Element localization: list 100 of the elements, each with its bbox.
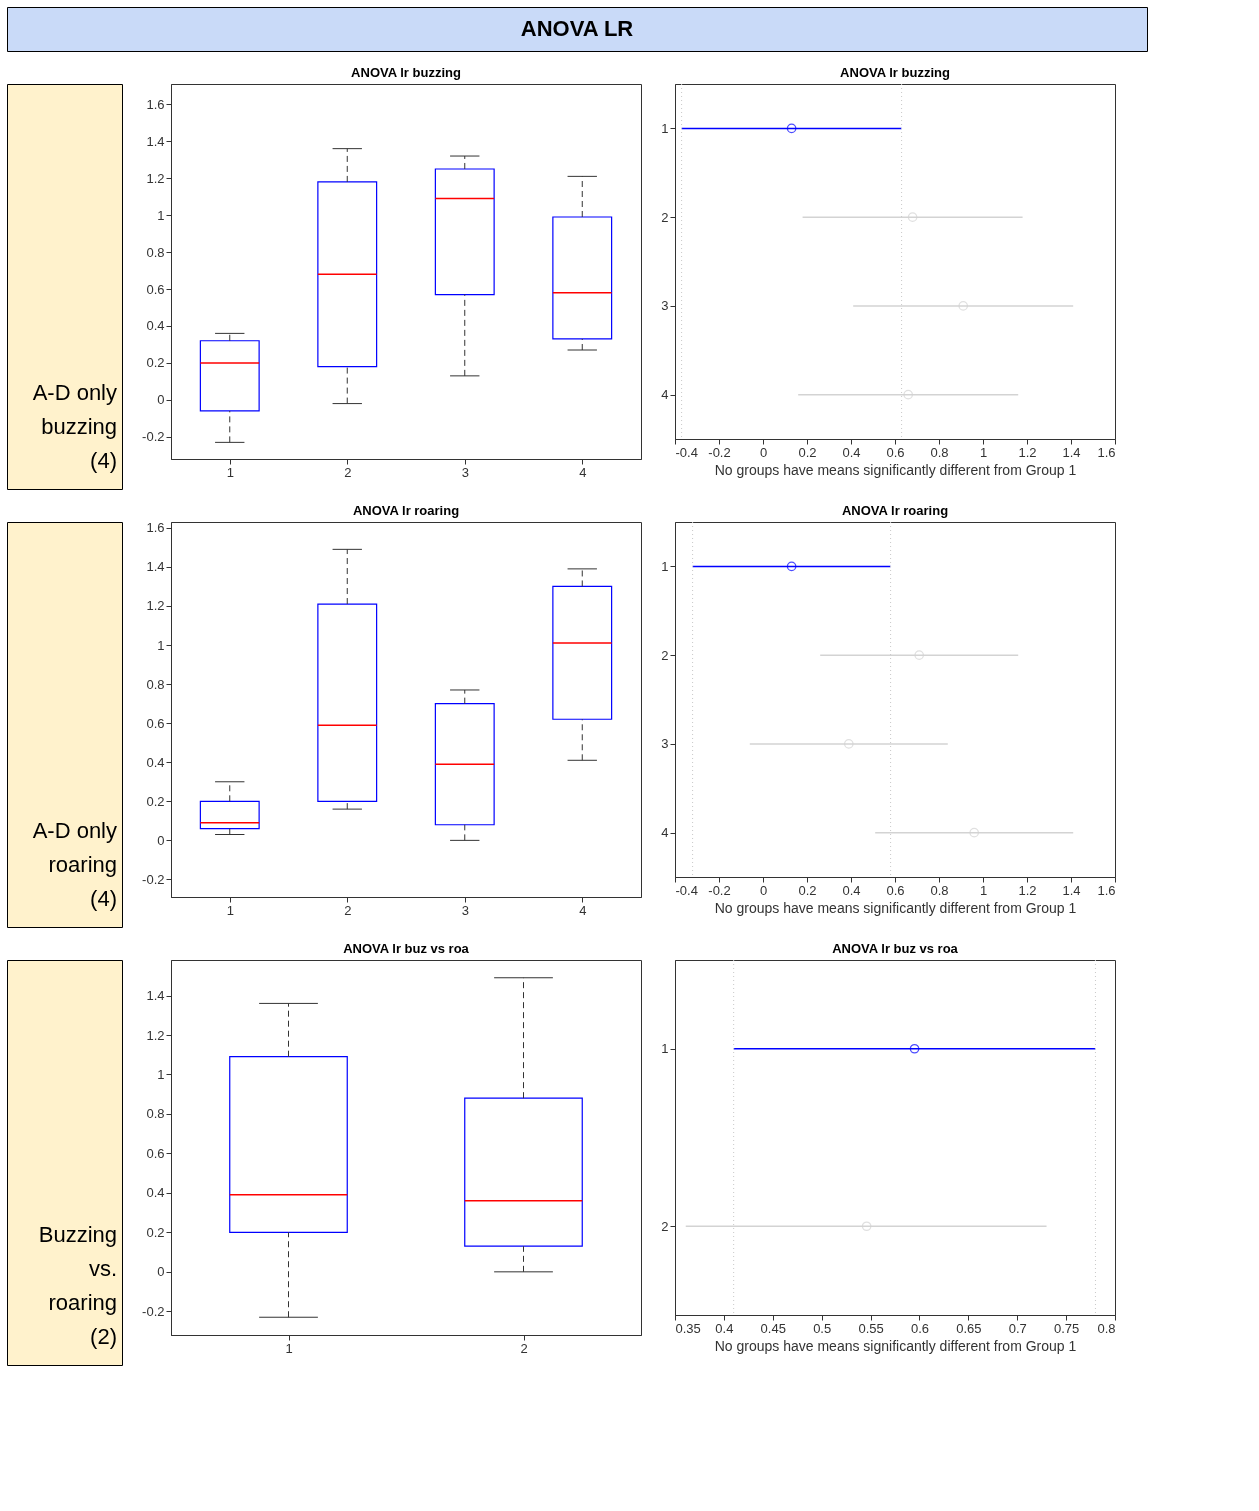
y-tick-label: 1.4 bbox=[146, 988, 165, 1004]
x-tick-label: 1 bbox=[226, 902, 234, 918]
y-tick-label: 0 bbox=[157, 832, 165, 848]
point bbox=[843, 739, 854, 749]
point bbox=[907, 212, 918, 222]
x-tick-label: 1 bbox=[226, 464, 234, 480]
x-tick-label: 1.2 bbox=[1018, 444, 1037, 460]
x-tick-label: 0.35 bbox=[675, 1320, 701, 1336]
y-tick-label: 1.2 bbox=[146, 170, 165, 186]
point bbox=[969, 827, 980, 838]
y-tick-label: 1 bbox=[157, 637, 165, 653]
y-tick-label: 1.2 bbox=[146, 1027, 165, 1043]
y-tick-label: 0.8 bbox=[146, 1106, 165, 1122]
x-axis-title: No groups have means significantly different from Group 1 bbox=[714, 1337, 1077, 1354]
x-tick-label: 0.2 bbox=[798, 882, 817, 898]
y-tick-label: 3 bbox=[661, 736, 669, 752]
x-tick-label: 1.6 bbox=[1097, 444, 1116, 460]
point bbox=[914, 650, 925, 660]
x-tick-label: 0.8 bbox=[1097, 1320, 1116, 1336]
text: ANOVA LR bbox=[520, 16, 634, 41]
x-tick-label: 0.4 bbox=[715, 1320, 734, 1336]
x-tick-label: 2 bbox=[344, 464, 352, 480]
y-tick-label: -0.2 bbox=[142, 1303, 165, 1319]
text: A-D only buzzing (4) bbox=[32, 380, 117, 473]
chart-title: ANOVA lr buzzing bbox=[840, 64, 950, 80]
x-tick-label: 4 bbox=[579, 464, 587, 480]
text: A-D only roaring (4) bbox=[32, 818, 117, 911]
x-tick-label: 0.55 bbox=[858, 1320, 884, 1336]
y-tick-label: 2 bbox=[661, 209, 669, 225]
x-tick-label: 0.2 bbox=[798, 444, 817, 460]
y-tick-label: 2 bbox=[661, 1218, 669, 1234]
chart-title: ANOVA lr buz vs roa bbox=[343, 941, 470, 956]
y-tick-label: -0.2 bbox=[142, 871, 165, 887]
x-tick-label: 0.4 bbox=[842, 444, 861, 460]
y-tick-label: 0 bbox=[157, 1264, 165, 1280]
point bbox=[786, 561, 797, 572]
x-tick-label: 4 bbox=[579, 902, 587, 918]
x-tick-label: 0.5 bbox=[813, 1320, 832, 1336]
y-tick-label: 0.6 bbox=[146, 281, 165, 297]
x-tick-label: 1.4 bbox=[1062, 444, 1081, 460]
x-tick-label: -0.4 bbox=[675, 882, 698, 898]
y-tick-label: 0.4 bbox=[146, 318, 165, 334]
x-tick-label: 3 bbox=[461, 464, 469, 480]
y-tick-label: 0.6 bbox=[146, 1145, 165, 1161]
y-tick-label: -0.2 bbox=[142, 429, 165, 445]
x-tick-label: 0 bbox=[759, 444, 768, 460]
x-tick-label: 0.6 bbox=[910, 1320, 929, 1336]
y-tick-label: 0.8 bbox=[146, 676, 165, 692]
x-tick-label: 0.45 bbox=[760, 1320, 786, 1336]
y-tick-label: 0.2 bbox=[146, 1224, 165, 1240]
x-tick-label: 0.6 bbox=[886, 444, 905, 460]
y-tick-label: 4 bbox=[661, 387, 669, 403]
y-tick-label: 0 bbox=[157, 392, 165, 408]
y-tick-label: 4 bbox=[661, 825, 669, 841]
chart-title: ANOVA lr buz vs roa bbox=[832, 940, 959, 956]
y-tick-label: 1 bbox=[157, 1066, 165, 1082]
x-tick-label: 3 bbox=[461, 902, 469, 918]
x-tick-label: 1 bbox=[979, 444, 988, 460]
y-tick-label: 0.4 bbox=[146, 1185, 165, 1201]
x-tick-label: 0.75 bbox=[1053, 1320, 1080, 1336]
x-tick-label: 1.4 bbox=[1062, 882, 1081, 898]
y-tick-label: 1.6 bbox=[146, 96, 165, 112]
x-tick-label: 1.6 bbox=[1097, 882, 1116, 898]
x-axis-title: No groups have means significantly different from Group 1 bbox=[714, 899, 1077, 916]
x-tick-label: 1.2 bbox=[1018, 882, 1037, 898]
point bbox=[958, 301, 969, 311]
x-tick-label: 0.8 bbox=[930, 444, 949, 460]
y-tick-label: 1.6 bbox=[146, 520, 165, 536]
y-tick-label: 1 bbox=[661, 558, 669, 574]
x-tick-label: 0.65 bbox=[956, 1320, 982, 1336]
x-tick-label: -0.2 bbox=[708, 444, 731, 460]
x-tick-label: 0 bbox=[759, 882, 768, 898]
x-tick-label: 0.7 bbox=[1008, 1320, 1027, 1336]
y-tick-label: 0.6 bbox=[146, 715, 165, 731]
x-axis-title: No groups have means significantly different from Group 1 bbox=[714, 461, 1077, 478]
y-tick-label: 0.2 bbox=[146, 355, 165, 371]
point bbox=[786, 123, 797, 134]
text: Buzzing vs. roaring (2) bbox=[38, 1222, 117, 1349]
point bbox=[903, 389, 914, 400]
y-tick-label: 2 bbox=[661, 647, 669, 663]
y-tick-label: 1 bbox=[661, 120, 669, 136]
x-tick-label: 0.6 bbox=[886, 882, 905, 898]
y-tick-label: 1.4 bbox=[146, 559, 165, 575]
x-tick-label: -0.2 bbox=[708, 882, 731, 898]
chart-title: ANOVA lr roaring bbox=[841, 502, 949, 518]
x-tick-label: 2 bbox=[344, 902, 352, 918]
y-tick-label: 1 bbox=[661, 1041, 669, 1057]
x-tick-label: 1 bbox=[979, 882, 988, 898]
chart-title: ANOVA lr roaring bbox=[352, 502, 460, 518]
x-tick-label: 0.4 bbox=[842, 882, 861, 898]
chart-title: ANOVA lr buzzing bbox=[351, 65, 461, 80]
y-tick-label: 1.4 bbox=[146, 133, 165, 149]
y-tick-label: 0.4 bbox=[146, 754, 165, 770]
y-tick-label: 1.2 bbox=[146, 598, 165, 614]
y-tick-label: 0.2 bbox=[146, 793, 165, 809]
y-tick-label: 3 bbox=[661, 298, 669, 314]
y-tick-label: 1 bbox=[157, 207, 165, 223]
x-tick-label: 0.8 bbox=[930, 882, 949, 898]
x-tick-label: -0.4 bbox=[675, 444, 698, 460]
y-tick-label: 0.8 bbox=[146, 244, 165, 260]
